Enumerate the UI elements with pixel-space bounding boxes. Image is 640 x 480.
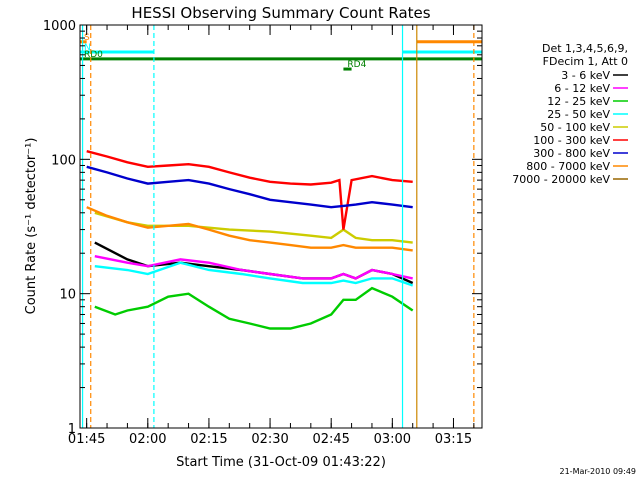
legend-item-label-800-7000-kev: 800 - 7000 keV	[526, 160, 610, 173]
marker-layer	[81, 25, 475, 428]
series-line-100-300-kev	[86, 150, 413, 230]
series-line-50-100-kev	[94, 211, 413, 244]
legend: Det 1,3,4,5,6,9,FDecim 1, Att 03 - 6 keV…	[512, 42, 628, 186]
y-axis-label: Count Rate (s⁻¹ detector⁻¹)	[24, 138, 39, 315]
series-line-800-7000-kev	[86, 206, 413, 252]
series-line-6-12-kev	[94, 255, 413, 280]
x-tick-label: 01:45	[68, 432, 105, 447]
y-tick-label: 1000	[43, 19, 76, 34]
legend-header-line: FDecim 1, Att 0	[543, 55, 628, 68]
series-line-12-25-kev	[94, 286, 414, 330]
x-axis-label: Start Time (31-Oct-09 01:43:22)	[176, 455, 386, 470]
legend-item-label-7000-20000-kev: 7000 - 20000 keV	[512, 173, 610, 186]
series-layer	[86, 150, 414, 330]
status-band-label-s: S	[84, 33, 90, 43]
series-line-300-800-kev	[86, 165, 413, 209]
legend-item-label-50-100-kev: 50 - 100 keV	[540, 121, 610, 134]
y-tick-label: 10	[59, 288, 76, 303]
legend-item-label-3-6-kev: 3 - 6 keV	[561, 69, 610, 82]
legend-item-label-100-300-kev: 100 - 300 keV	[533, 134, 610, 147]
x-tick-label: 02:45	[312, 432, 349, 447]
x-tick-label: 02:30	[251, 432, 288, 447]
legend-item-label-6-12-kev: 6 - 12 keV	[554, 82, 610, 95]
legend-item-label-25-50-kev: 25 - 50 keV	[547, 108, 610, 121]
y-tick-label: 1	[68, 422, 76, 437]
legend-item-label-12-25-kev: 12 - 25 keV	[547, 95, 610, 108]
x-tick-label: 02:00	[129, 432, 166, 447]
status-band-label-rd4: RD4	[347, 60, 366, 70]
x-tick-label: 03:00	[374, 432, 411, 447]
plot-frame	[79, 24, 483, 429]
status-band-label-n: N	[84, 43, 91, 53]
chart-title: HESSI Observing Summary Count Rates	[131, 4, 430, 22]
footer-timestamp: 21-Mar-2010 09:49	[560, 467, 637, 476]
tick-layer: 01:45 02:00 02:15 02:30 02:45 03:00 03:15 1 10 10…	[43, 19, 482, 447]
legend-header-line: Det 1,3,4,5,6,9,	[542, 42, 628, 55]
x-tick-label: 02:15	[190, 432, 227, 447]
x-tick-label: 03:15	[435, 432, 472, 447]
legend-item-label-300-800-kev: 300 - 800 keV	[533, 147, 610, 160]
y-tick-label: 100	[51, 153, 76, 168]
series-line-25-50-kev	[94, 261, 414, 287]
status-band-label-rd0: RD0	[84, 50, 103, 60]
